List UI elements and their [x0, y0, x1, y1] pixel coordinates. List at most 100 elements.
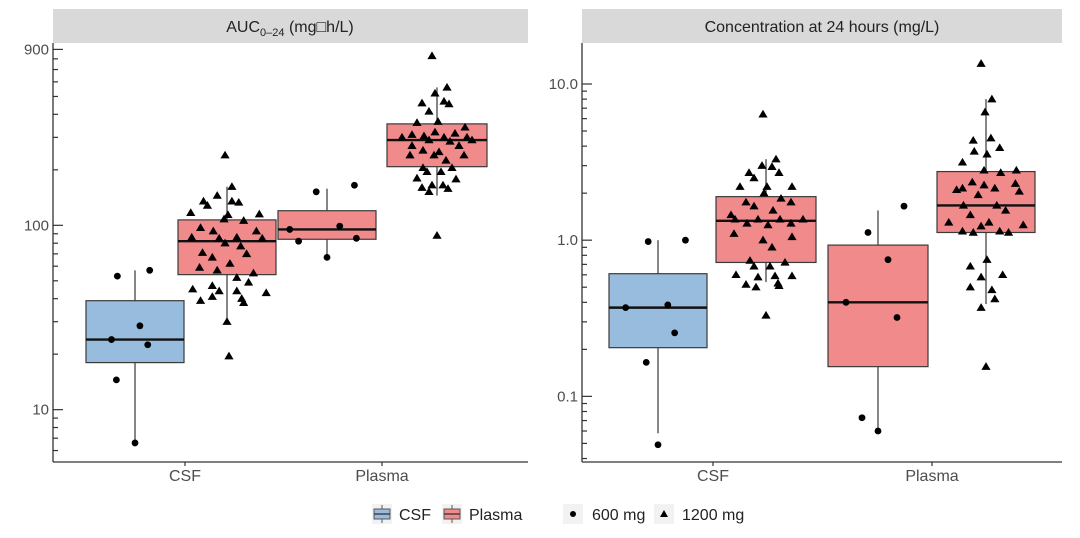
data-point-1200mg: [462, 132, 472, 141]
data-point-1200mg: [214, 233, 224, 242]
data-point-600mg: [353, 234, 360, 242]
data-point-1200mg: [771, 154, 781, 163]
data-point-1200mg: [957, 157, 968, 166]
data-point-600mg: [858, 414, 866, 422]
data-point-1200mg: [261, 288, 271, 297]
data-point-1200mg: [767, 162, 777, 170]
data-point-600mg: [286, 226, 294, 233]
data-point-1200mg: [787, 232, 797, 241]
data-point-1200mg: [445, 136, 455, 145]
data-point-600mg: [644, 238, 652, 245]
data-point-1200mg: [982, 149, 992, 158]
data-point-1200mg: [433, 117, 443, 125]
data-point-1200mg: [432, 231, 442, 239]
data-point-1200mg: [417, 98, 427, 107]
data-point-1200mg: [770, 271, 780, 280]
data-point-600mg: [295, 237, 302, 245]
data-point-1200mg: [212, 191, 222, 199]
data-point-1200mg: [224, 351, 234, 360]
y-tick-label: 900: [24, 41, 49, 58]
data-point-1200mg: [407, 130, 417, 138]
box-iqr: [715, 196, 817, 264]
data-point-1200mg: [251, 226, 261, 235]
data-point-1200mg: [195, 296, 206, 304]
box-group-csf-csf: [608, 236, 708, 449]
data-point-1200mg: [731, 270, 741, 279]
box-iqr: [608, 273, 708, 349]
panel-title-auc: AUC0–24 (mg□h/L): [226, 19, 354, 39]
data-point-1200mg: [979, 180, 989, 189]
data-point-1200mg: [467, 135, 477, 144]
box-iqr: [936, 170, 1036, 234]
data-point-1200mg: [744, 168, 754, 177]
data-point-1200mg: [990, 294, 1000, 303]
data-point-1200mg: [753, 214, 763, 223]
data-point-1200mg: [745, 256, 755, 264]
data-point-600mg: [622, 304, 630, 312]
data-point-1200mg: [976, 59, 986, 67]
data-point-1200mg: [944, 217, 954, 226]
legend-label-600mg: 600 mg: [592, 507, 645, 524]
data-point-1200mg: [223, 210, 233, 219]
data-point-1200mg: [254, 209, 264, 218]
data-point-1200mg: [982, 255, 992, 263]
data-point-600mg: [842, 298, 850, 306]
data-point-1200mg: [998, 270, 1008, 279]
strip-auc: [53, 9, 528, 43]
data-point-1200mg: [248, 268, 259, 277]
data-point-1200mg: [436, 167, 446, 176]
data-point-1200mg: [742, 218, 752, 227]
data-point-1200mg: [412, 118, 422, 126]
strip-concentration: [582, 9, 1062, 43]
data-point-1200mg: [730, 214, 740, 223]
data-point-1200mg: [735, 182, 745, 190]
data-point-1200mg: [786, 197, 796, 206]
data-point-1200mg: [187, 232, 197, 241]
data-point-1200mg: [729, 229, 739, 237]
data-point-600mg: [136, 322, 144, 330]
data-point-1200mg: [419, 131, 429, 140]
data-point-1200mg: [981, 362, 991, 370]
box-group-plasma-plasma: [277, 181, 377, 261]
data-point-1200mg: [227, 182, 237, 190]
data-point-1200mg: [422, 167, 432, 176]
legend-item-600mg: 600 mg: [563, 504, 645, 524]
legend-item-1200mg: 1200 mg: [654, 504, 744, 524]
data-point-1200mg: [418, 163, 428, 172]
data-point-600mg: [113, 272, 121, 280]
legend-label-plasma: Plasma: [469, 507, 522, 524]
data-point-1200mg: [424, 106, 434, 115]
data-point-1200mg: [234, 197, 244, 206]
data-point-1200mg: [996, 168, 1006, 177]
data-point-1200mg: [958, 200, 969, 209]
data-point-1200mg: [763, 220, 773, 229]
box-iqr: [277, 210, 377, 240]
data-point-1200mg: [405, 150, 415, 159]
box-group-plasma-plasma: [386, 51, 488, 239]
data-point-1200mg: [976, 221, 986, 230]
data-point-1200mg: [973, 190, 983, 199]
legend-label-csf: CSF: [399, 507, 431, 524]
data-point-1200mg: [427, 51, 437, 60]
data-point-1200mg: [243, 277, 254, 286]
data-point-600mg: [131, 439, 139, 447]
data-point-1200mg: [965, 210, 975, 219]
y-tick-label: 100: [24, 217, 49, 234]
data-point-1200mg: [219, 214, 229, 223]
data-point-1200mg: [207, 252, 217, 261]
data-point-1200mg: [430, 88, 440, 97]
data-point-1200mg: [968, 227, 978, 236]
data-point-600mg: [864, 229, 872, 236]
data-point-1200mg: [188, 284, 198, 293]
data-point-1200mg: [239, 298, 249, 306]
data-point-1200mg: [741, 197, 751, 206]
y-tick-label: 10.0: [549, 76, 578, 93]
data-point-600mg: [112, 376, 120, 384]
data-point-600mg: [108, 336, 115, 343]
data-point-600mg: [664, 301, 672, 309]
data-point-1200mg: [751, 282, 761, 291]
data-point-1200mg: [227, 196, 237, 205]
data-point-1200mg: [749, 201, 759, 210]
data-point-1200mg: [787, 271, 797, 280]
